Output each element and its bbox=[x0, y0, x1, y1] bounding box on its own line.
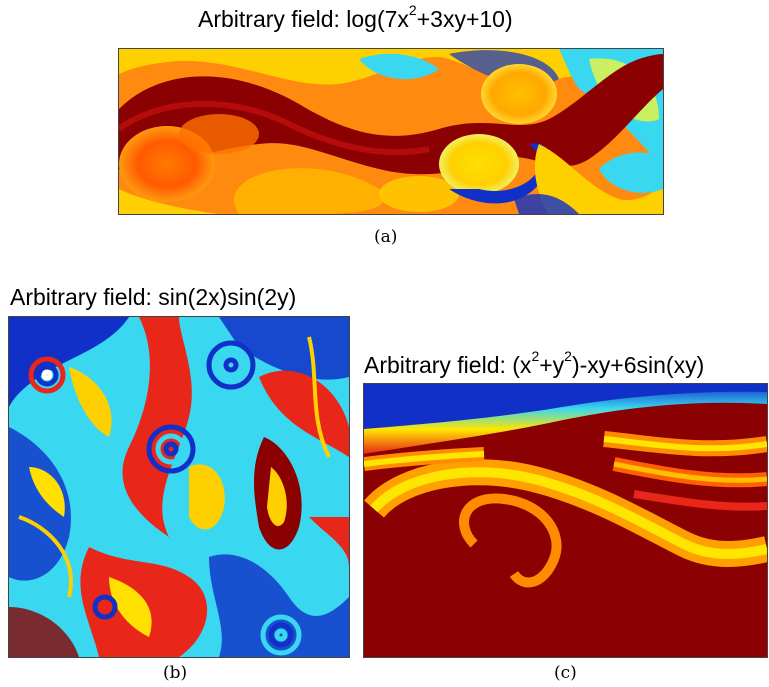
panel-a-title: Arbitrary field: log(7x2+3xy+10) bbox=[198, 3, 513, 32]
panel-b-field-image bbox=[8, 316, 350, 658]
panel-a-caption: (a) bbox=[374, 227, 398, 247]
panel-a-title-exponent: 2 bbox=[408, 2, 417, 19]
panel-c-title-mid: +y bbox=[539, 352, 565, 378]
panel-c-title-exponent-2: 2 bbox=[564, 348, 572, 365]
panel-b-title: Arbitrary field: sin(2x)sin(2y) bbox=[10, 284, 297, 310]
panel-a-field-image bbox=[118, 48, 664, 215]
panel-c-title-exponent-1: 2 bbox=[531, 348, 540, 365]
panel-c-title-rest: )-xy+6sin(xy) bbox=[571, 352, 705, 378]
panel-a-title-prefix: Arbitrary field: log(7x bbox=[198, 6, 409, 32]
panel-b-caption: (b) bbox=[163, 663, 188, 683]
panel-c-title-prefix: Arbitrary field: (x bbox=[364, 352, 532, 378]
panel-c-caption: (c) bbox=[554, 663, 577, 683]
panel-a-title-rest: +3xy+10) bbox=[416, 6, 513, 32]
panel-c-title: Arbitrary field: (x2+y2)-xy+6sin(xy) bbox=[364, 349, 705, 378]
panel-c-field-image bbox=[363, 383, 768, 658]
